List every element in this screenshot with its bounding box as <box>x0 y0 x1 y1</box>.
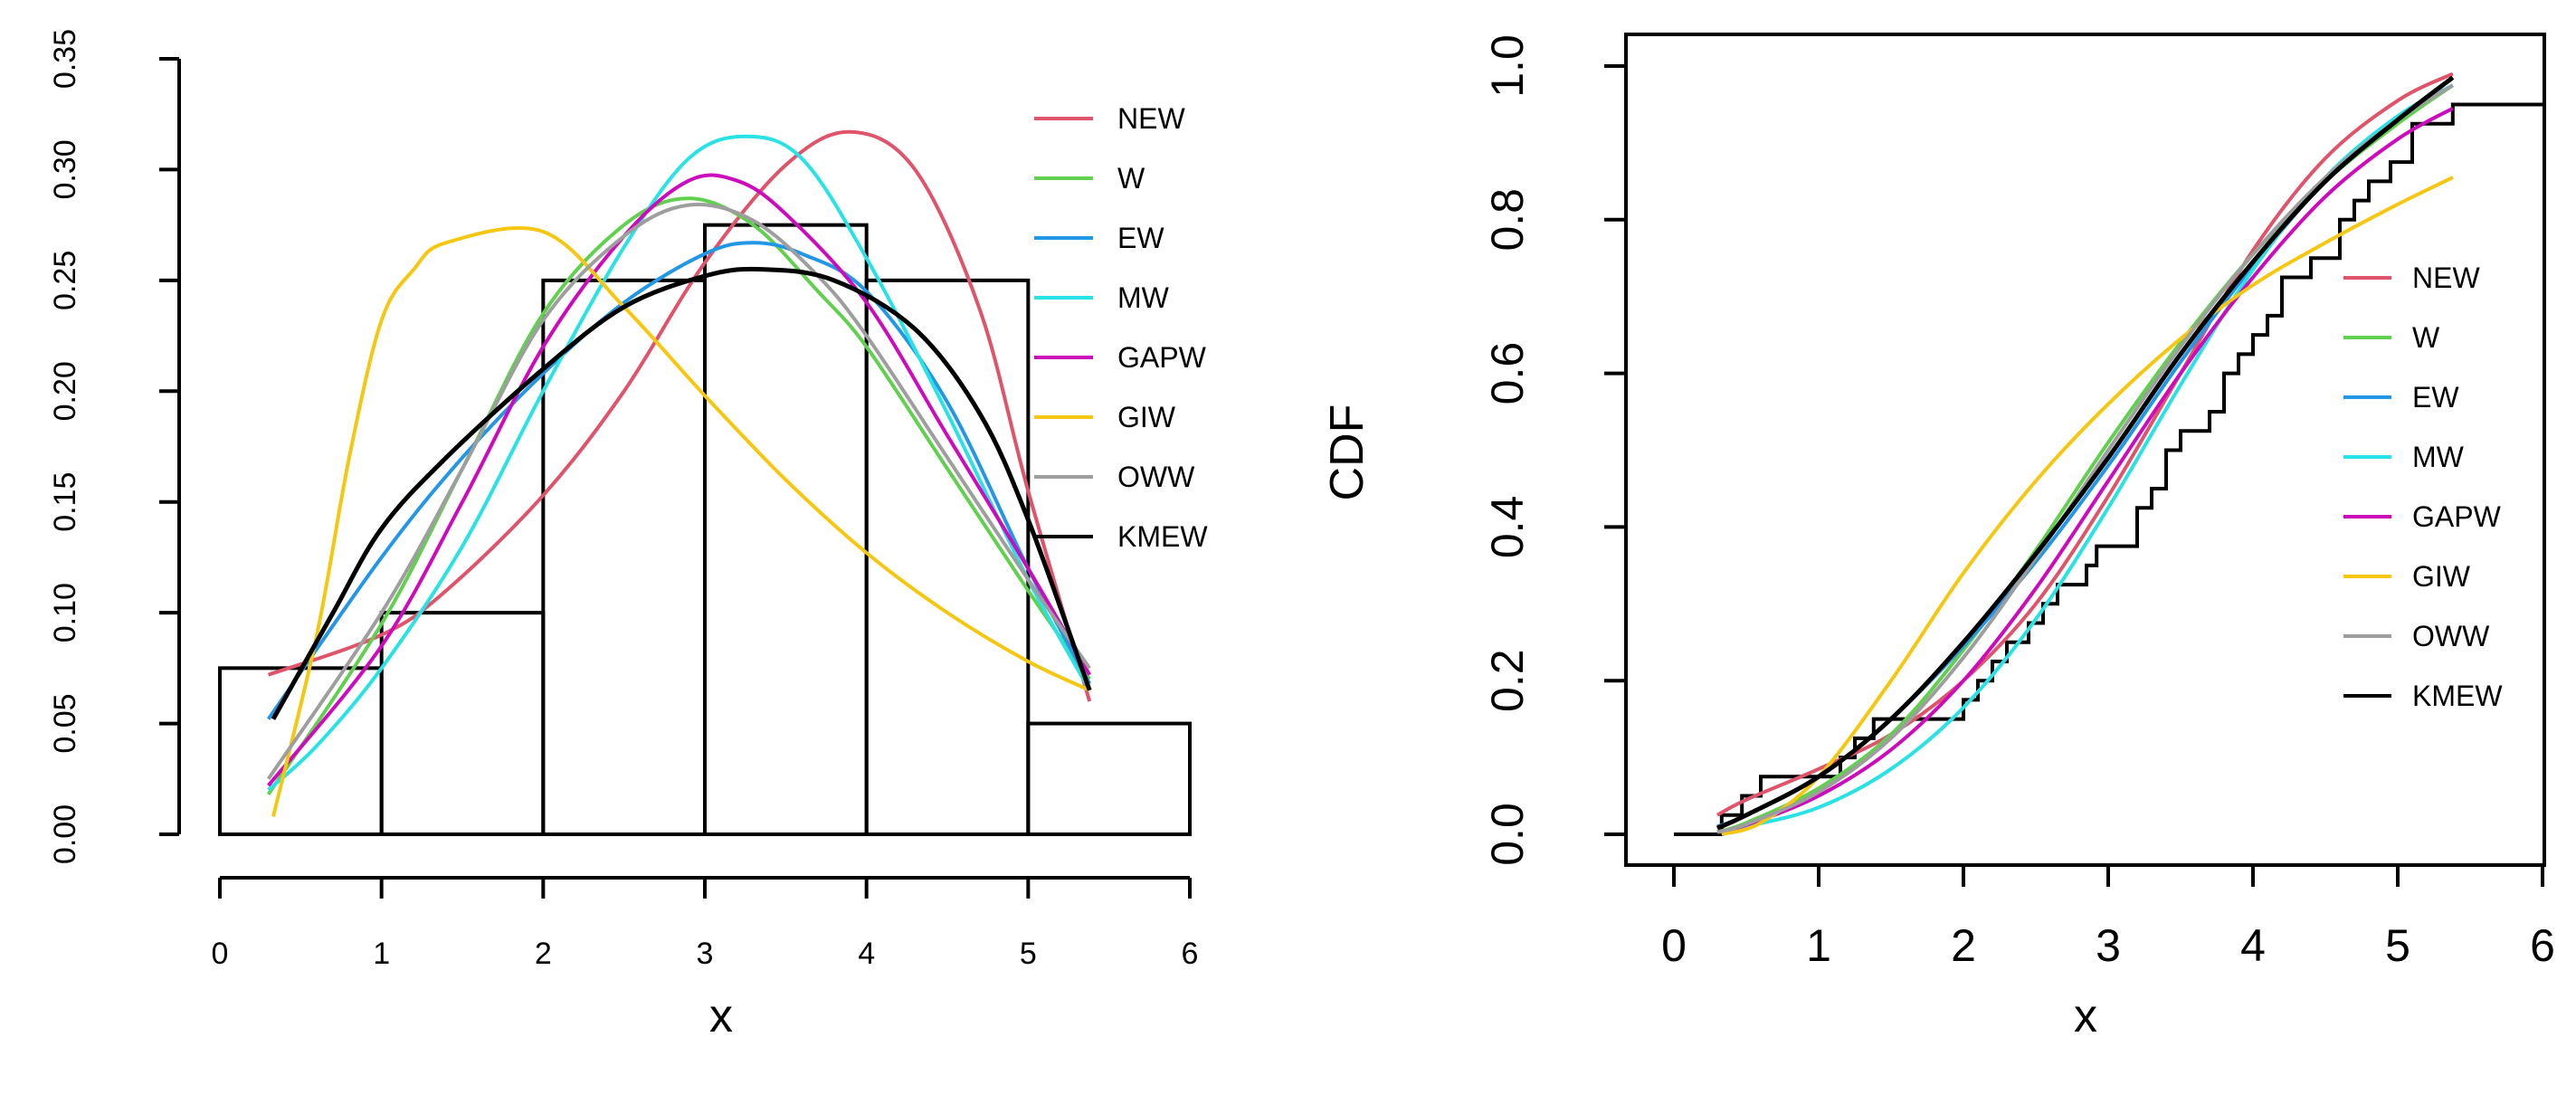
cdf-legend-label-oww: OWW <box>2412 620 2490 652</box>
cdf-curve-new <box>1716 71 2454 817</box>
cdf-x-tick-label-5: 5 <box>2385 920 2410 971</box>
cdf-x-ticks: 0 1 2 3 4 5 6 <box>1661 865 2555 971</box>
cdf-legend-label-ew: EW <box>2412 381 2459 414</box>
y-tick-label-0.00: 0.00 <box>48 804 82 864</box>
cdf-curve-ew <box>1716 83 2454 829</box>
histogram-bar-5-6 <box>1026 721 1193 836</box>
cdf-x-tick-label-3: 3 <box>2096 920 2121 971</box>
cdf-x-axis-title: x <box>2074 990 2097 1042</box>
cdf-y-axis-title: CDF <box>1321 404 1374 501</box>
cdf-x-tick-label-1: 1 <box>1806 920 1831 971</box>
cdf-y-ticks: 0.0 0.2 0.4 0.6 0.8 1.0 <box>1482 34 1626 866</box>
cdf-curve-w <box>1716 83 2454 834</box>
cdf-curve-kmew <box>1716 75 2455 831</box>
cdf-curve-gapw <box>1716 106 2454 834</box>
cdf-curves <box>1716 71 2455 836</box>
cdf-y-tick-label-1.0: 1.0 <box>1482 34 1533 98</box>
histogram-bar-0-1 <box>218 666 384 836</box>
cdf-legend-label-giw: GIW <box>2412 560 2471 593</box>
histogram-bar-4-5 <box>864 278 1031 837</box>
density-legend-label-mw: MW <box>1117 281 1170 314</box>
density-legend-label-w: W <box>1117 162 1145 195</box>
cdf-legend: NEW W EW MW GAPW GIW OWW KMEW <box>2343 262 2503 712</box>
density-legend-label-new: NEW <box>1117 102 1185 135</box>
cdf-curve-mw <box>1716 83 2454 834</box>
cdf-legend-label-new: NEW <box>2412 262 2480 294</box>
density-curve-w <box>266 196 1091 796</box>
density-curves <box>266 129 1092 817</box>
density-curve-new <box>267 129 1092 702</box>
cdf-legend-label-kmew: KMEW <box>2412 680 2503 712</box>
density-legend-label-giw: GIW <box>1117 401 1176 433</box>
cdf-x-tick-label-2: 2 <box>1951 920 1976 971</box>
y-tick-label-0.15: 0.15 <box>48 472 82 532</box>
x-tick-label-6: 6 <box>1182 937 1199 971</box>
y-tick-label-0.20: 0.20 <box>48 361 82 421</box>
density-curve-kmew <box>271 266 1092 720</box>
density-curve-ew <box>266 241 1091 720</box>
cdf-y-tick-label-0.8: 0.8 <box>1482 188 1533 252</box>
y-tick-label-0.25: 0.25 <box>48 251 82 310</box>
cdf-curve-oww <box>1716 83 2454 834</box>
cdf-legend-label-gapw: GAPW <box>2412 500 2502 533</box>
cdf-curve-giw <box>1721 176 2454 836</box>
density-curve-oww <box>266 202 1091 780</box>
cdf-y-tick-label-0.6: 0.6 <box>1482 342 1533 405</box>
y-tick-label-0.10: 0.10 <box>48 583 82 642</box>
density-legend-label-oww: OWW <box>1117 461 1195 493</box>
density-axes: 0.00 0.05 0.10 0.15 0.20 0.25 0.30 0.35 0 1 2 3 4 5 6 <box>48 29 1198 971</box>
density-legend-label-ew: EW <box>1117 222 1164 254</box>
cdf-x-tick-label-0: 0 <box>1661 920 1687 971</box>
density-curve-giw <box>271 226 1091 817</box>
density-panel: 0.00 0.05 0.10 0.15 0.20 0.25 0.30 0.35 0 1 2 3 4 5 6… <box>48 29 1208 1042</box>
x-tick-label-0: 0 <box>212 937 229 971</box>
cdf-y-tick-label-0.0: 0.0 <box>1482 803 1533 866</box>
cdf-y-tick-label-0.2: 0.2 <box>1482 649 1533 712</box>
histogram-bars <box>218 223 1193 837</box>
density-legend: NEW W EW MW GAPW GIW OWW KMEW <box>1034 102 1208 553</box>
x-tick-label-1: 1 <box>373 937 390 971</box>
cdf-x-tick-label-4: 4 <box>2240 920 2266 971</box>
y-tick-label-0.35: 0.35 <box>48 29 82 89</box>
cdf-panel: 0.0 0.2 0.4 0.6 0.8 1.0 0 1 2 3 4 5 6 x CDF NEW W EW M… <box>1321 33 2555 1042</box>
density-x-axis-title: x <box>709 990 733 1042</box>
x-tick-label-4: 4 <box>858 937 875 971</box>
x-tick-label-5: 5 <box>1020 937 1037 971</box>
cdf-plot-box <box>1624 33 2546 867</box>
cdf-legend-label-mw: MW <box>2412 441 2465 473</box>
y-tick-label-0.05: 0.05 <box>48 693 82 753</box>
density-curve-gapw <box>267 173 1091 787</box>
histogram-bar-1-2 <box>379 611 546 837</box>
histogram-bar-2-3 <box>541 278 707 837</box>
x-tick-label-2: 2 <box>535 937 552 971</box>
cdf-y-tick-label-0.4: 0.4 <box>1482 496 1533 559</box>
density-legend-label-gapw: GAPW <box>1117 341 1207 374</box>
y-tick-label-0.30: 0.30 <box>48 139 82 199</box>
cdf-legend-label-w: W <box>2412 321 2440 354</box>
density-curve-mw <box>267 134 1091 792</box>
x-tick-label-3: 3 <box>697 937 714 971</box>
density-legend-label-kmew: KMEW <box>1117 520 1208 553</box>
cdf-x-tick-label-6: 6 <box>2530 920 2555 971</box>
